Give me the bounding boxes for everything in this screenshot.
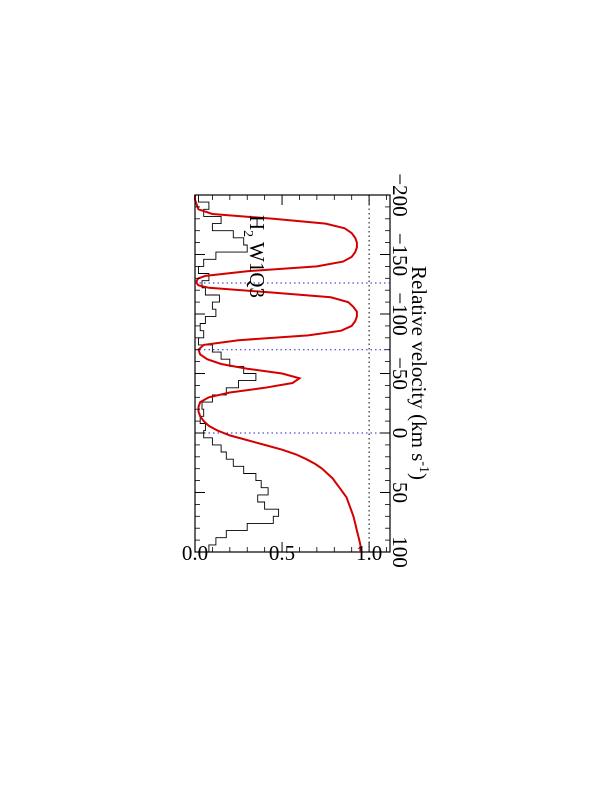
y-tick-label: 1.0 [356, 541, 382, 565]
line-label: H2 W1Q3 [240, 215, 269, 298]
x-tick-label: 0 [388, 428, 412, 439]
x-tick-label: 50 [388, 482, 412, 503]
x-tick-label: 100 [388, 536, 412, 568]
y-tick-label: 0.0 [182, 541, 208, 565]
y-tick-label: 0.5 [269, 541, 295, 565]
x-axis-title: Relative velocity (km s-1) [407, 266, 431, 480]
y-axis: 0.0 0.5 1.0 [182, 195, 387, 565]
x-tick-label: −100 [388, 292, 412, 335]
x-tick-label: −200 [388, 173, 412, 216]
x-axis: −200 −150 −100 −50 0 50 100 [195, 173, 412, 568]
x-tick-label: −150 [388, 233, 412, 276]
series-layer [194, 195, 362, 553]
observed-spectrum-line [198, 195, 280, 553]
model-fit-line [194, 195, 362, 552]
chart-rotated-frame: −200 −150 −100 −50 0 50 100 0.0 0.5 1.0 Relative… [182, 173, 431, 567]
x-tick-label: −50 [388, 357, 412, 390]
plot-frame [194, 194, 391, 553]
component-lines [195, 282, 390, 434]
